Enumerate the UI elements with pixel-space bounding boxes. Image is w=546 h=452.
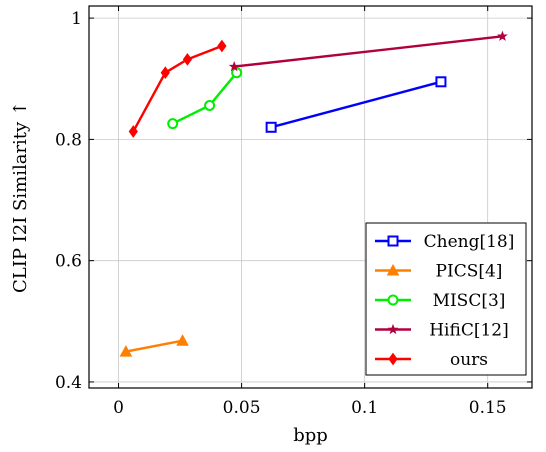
legend-label: PICS[4] (436, 262, 503, 282)
legend-entry: Cheng[18] (375, 232, 514, 252)
axis-ticks: 0 0.05 0.1 0.15 0.4 0.6 0.8 1 (55, 6, 532, 418)
legend-entry: ours (375, 350, 488, 370)
series (128, 39, 227, 138)
data-point (182, 53, 193, 66)
data-point (176, 334, 189, 346)
legend-label: HifiC[12] (429, 321, 509, 341)
data-point (265, 121, 277, 133)
series-line (132, 44, 223, 133)
series-line (234, 35, 503, 68)
y-tick-label: 0.6 (55, 252, 82, 272)
legend: Cheng[18] PICS[4] MISC[3] HifiC[12] ours (365, 222, 527, 376)
data-point (217, 39, 227, 53)
legend-entry: PICS[4] (375, 262, 502, 282)
data-point (435, 76, 447, 88)
series (265, 76, 447, 133)
legend-entry: MISC[3] (375, 291, 505, 311)
data-point (128, 125, 138, 138)
x-tick-label: 0.1 (351, 398, 378, 418)
series (167, 67, 243, 130)
legend-label: Cheng[18] (424, 232, 515, 252)
data-point (160, 66, 170, 80)
series-line (270, 80, 442, 129)
series (228, 30, 508, 72)
legend-label: ours (450, 350, 488, 370)
grid (89, 6, 532, 388)
data-point (387, 323, 399, 335)
plot-series (119, 30, 508, 357)
series (119, 334, 189, 357)
data-point (497, 30, 508, 41)
x-tick-label: 0.15 (469, 398, 507, 418)
data-point (119, 345, 133, 357)
x-tick-label: 0.05 (223, 398, 261, 418)
series-line (125, 339, 183, 353)
y-tick-label: 0.4 (55, 373, 82, 393)
legend-entry: HifiC[12] (375, 321, 509, 341)
y-tick-label: 0.8 (55, 130, 82, 150)
data-point (386, 263, 400, 276)
data-point (204, 99, 216, 111)
y-tick-label: 1 (71, 9, 82, 29)
plot-frame (88, 5, 533, 389)
series-line (172, 71, 238, 125)
data-point (388, 352, 398, 366)
data-point (228, 60, 240, 72)
x-tick-label: 0 (113, 398, 124, 418)
y-axis-label: CLIP I2I Similarity ↑ (10, 101, 31, 293)
data-point (167, 118, 179, 130)
data-point (387, 294, 399, 306)
data-point (387, 235, 399, 247)
legend-label: MISC[3] (433, 291, 506, 311)
x-axis-label: bpp (293, 425, 328, 446)
